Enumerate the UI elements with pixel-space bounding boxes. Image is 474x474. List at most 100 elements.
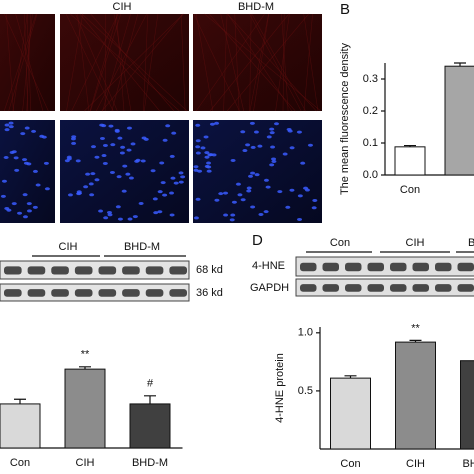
texture [234,13,240,112]
nucleus [107,213,113,217]
nucleus [282,152,288,156]
texture [66,13,84,112]
texture [77,13,90,112]
texture [111,13,139,112]
nucleus [125,172,131,176]
texture [204,13,321,112]
nucleus [297,194,303,198]
nucleus [119,151,125,155]
texture [249,13,252,112]
nucleus [203,135,209,139]
texture [90,13,122,112]
nucleus [245,143,251,147]
nucleus [235,182,241,186]
nucleus [0,194,6,198]
nucleus [85,172,91,176]
nucleus [269,163,275,167]
nucleus [269,127,275,131]
nucleus [31,129,37,133]
nucleus [128,176,134,180]
nucleus [207,153,213,157]
marker-label: 36 kd [196,287,223,299]
nucleus [240,130,246,134]
nucleus [153,211,159,215]
error-bar [79,366,91,370]
nucleus [26,162,32,166]
band [367,284,384,292]
band [435,284,452,292]
texture [113,13,132,112]
blot-strip [0,260,190,280]
nucleus [193,165,199,169]
texture [89,13,118,112]
band [412,262,429,272]
texture [249,13,302,112]
nucleus [173,181,179,185]
band [169,289,187,297]
y-tick-label: 1.0 [298,327,313,339]
texture [223,13,228,112]
image-red [193,14,322,111]
nucleus [157,210,163,214]
nucleus [20,132,26,136]
band [145,289,164,297]
nucleus [122,164,128,168]
band [345,284,362,292]
texture [81,13,188,112]
texture [193,13,240,112]
texture [253,13,270,112]
texture [275,13,290,112]
nucleus [135,158,141,162]
nucleus [248,174,254,178]
significance: ** [81,349,90,361]
nucleus [90,145,96,149]
nucleus [206,169,212,173]
column-label: CIH [113,1,132,13]
nucleus [195,151,201,155]
texture [282,13,285,112]
nucleus [117,217,123,221]
image-blue [60,120,189,223]
nucleus [103,216,109,220]
band [435,262,452,272]
nucleus [43,161,49,165]
nucleus [94,178,100,182]
texture [195,13,265,112]
nucleus [289,188,295,192]
nucleus [102,143,108,147]
band [51,289,69,297]
nucleus [180,175,186,179]
band [51,266,69,275]
nucleus [195,197,201,201]
nucleus [204,164,210,168]
texture [281,13,289,112]
nucleus [263,210,269,214]
nucleus [17,211,23,215]
y-tick-label: 0.3 [363,73,378,85]
nucleus [3,155,9,159]
nucleus [169,191,175,195]
nucleus [250,205,256,209]
nucleus [13,156,19,160]
nucleus [99,136,105,140]
texture [143,13,149,112]
nucleus [285,205,291,209]
nucleus [101,154,107,158]
nucleus [223,191,229,195]
band [4,266,22,275]
nucleus [159,161,165,165]
nucleus [307,143,313,147]
nucleus [297,217,303,221]
nucleus [83,185,89,189]
texture [249,13,269,112]
nucleus [250,145,256,149]
band [4,289,22,297]
nucleus [101,124,107,128]
texture [102,13,131,112]
nucleus [200,146,206,150]
nucleus [117,136,123,140]
nucleus [265,185,271,189]
band [345,262,362,272]
nucleus [195,145,201,149]
